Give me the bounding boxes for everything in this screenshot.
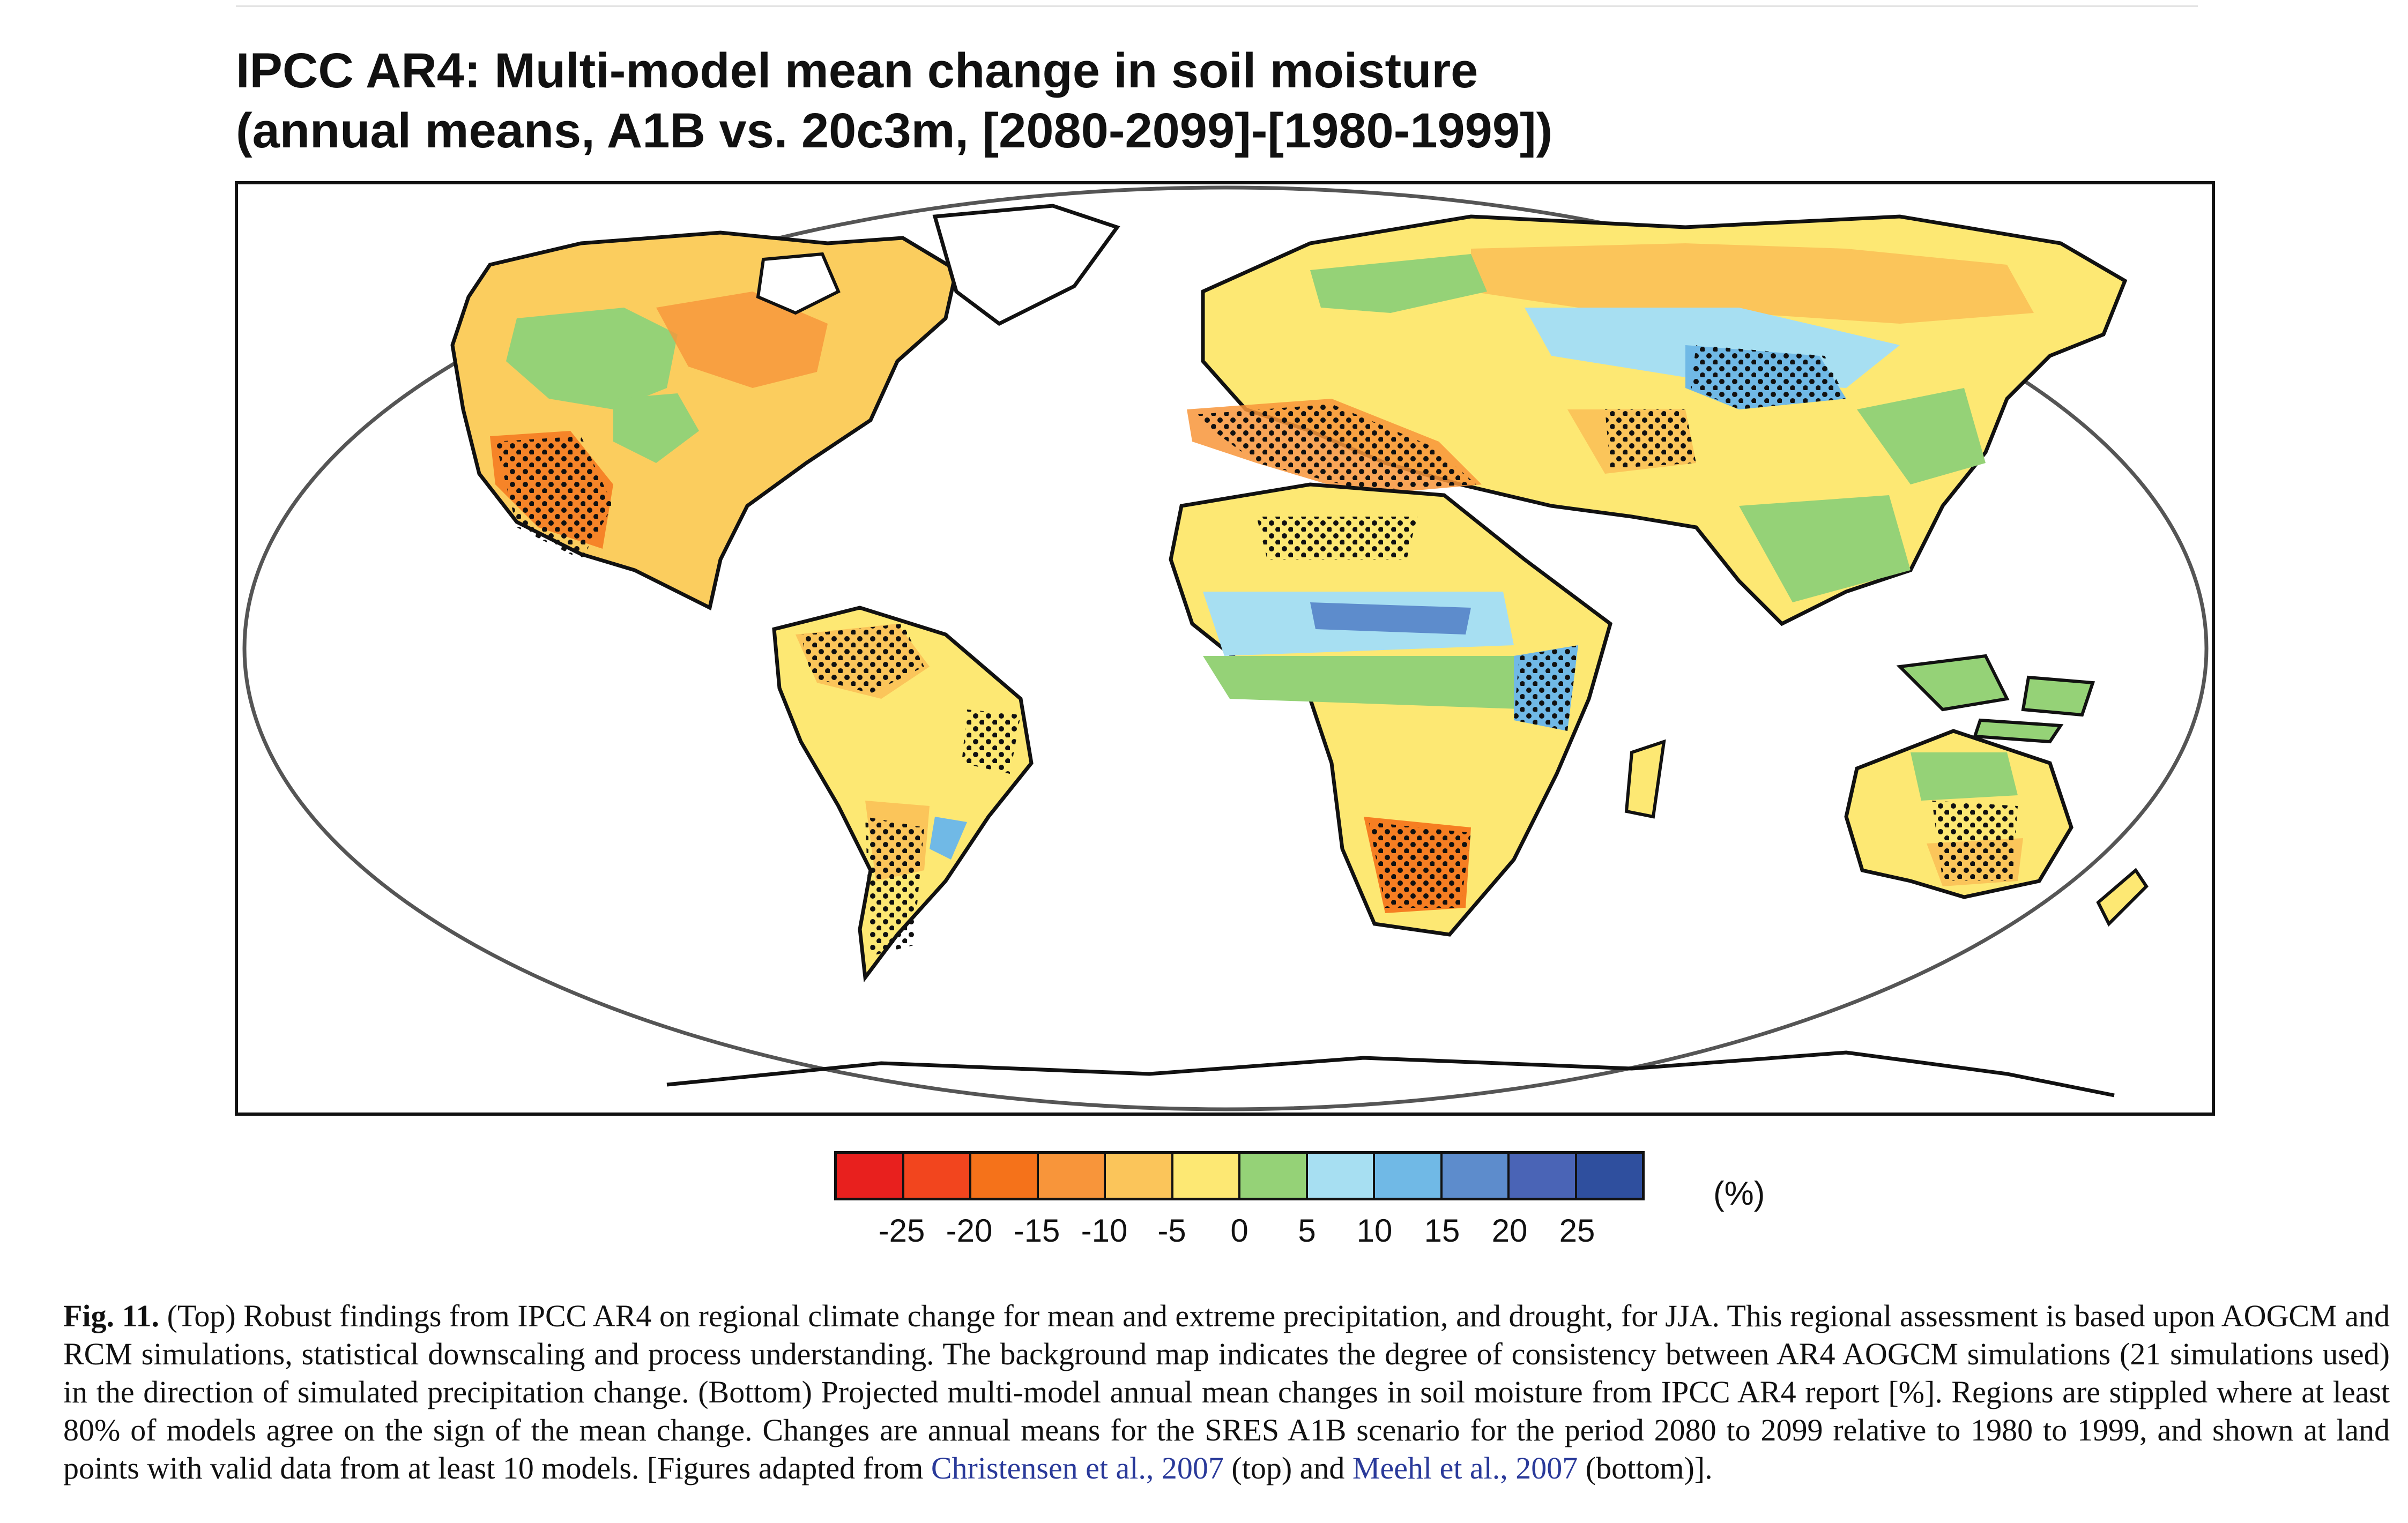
colorbar-swatch: [1173, 1154, 1240, 1198]
colorbar-tick-label: -10: [1081, 1213, 1128, 1249]
colorbar-tick-label: -5: [1157, 1213, 1186, 1249]
colorbar-unit: (%): [1713, 1175, 1765, 1212]
ref-link-christensen[interactable]: Christensen et al., 2007: [931, 1451, 1224, 1485]
colorbar-tick-label: -25: [878, 1213, 925, 1249]
colorbar-swatch: [1240, 1154, 1308, 1198]
north-america: [450, 230, 958, 611]
colorbar-tick-label: 5: [1298, 1213, 1316, 1249]
colorbar-tick-label: -15: [1013, 1213, 1060, 1249]
colorbar-tick-label: 15: [1424, 1213, 1460, 1249]
colorbar-tick-label: 25: [1559, 1213, 1595, 1249]
caption-text-end: (bottom)].: [1578, 1451, 1713, 1485]
caption-label: Fig. 11.: [63, 1298, 159, 1333]
colorbar-tick-label: 10: [1356, 1213, 1393, 1249]
figure-caption: Fig. 11. (Top) Robust findings from IPCC…: [63, 1297, 2390, 1487]
colorbar-tick-label: 0: [1230, 1213, 1248, 1249]
caption-text-mid: (top) and: [1223, 1451, 1352, 1485]
ref-link-meehl[interactable]: Meehl et al., 2007: [1352, 1451, 1578, 1485]
south-america: [772, 606, 1034, 983]
greenland: [932, 204, 1120, 326]
australia: [1844, 729, 2149, 927]
top-rule: [236, 5, 2198, 7]
colorbar: [834, 1151, 1645, 1200]
map-title-line-2: (annual means, A1B vs. 20c3m, [2080-2099…: [236, 103, 1553, 158]
colorbar-swatch: [971, 1154, 1039, 1198]
colorbar-swatch: [1510, 1154, 1577, 1198]
maritime-asia: [1896, 654, 2095, 744]
colorbar-swatch: [1442, 1154, 1510, 1198]
colorbar-swatch: [1106, 1154, 1173, 1198]
colorbar-ticks: -25 -20 -15 -10 -5 0 5 10 15 20 25: [0, 1212, 2408, 1255]
colorbar-swatch: [837, 1154, 904, 1198]
map-canvas: [242, 185, 2209, 1111]
colorbar-swatch: [1375, 1154, 1443, 1198]
soil-moisture-map: [235, 181, 2215, 1116]
colorbar-swatch: [1038, 1154, 1106, 1198]
colorbar-tick-label: -20: [946, 1213, 993, 1249]
colorbar-tick-label: 20: [1491, 1213, 1528, 1249]
africa: [1169, 482, 1666, 937]
colorbar-swatch: [1307, 1154, 1375, 1198]
eurasia: [1201, 214, 2128, 626]
globe-outline: [242, 185, 2209, 1111]
colorbar-swatch: [1577, 1154, 1642, 1198]
map-title-line-1: IPCC AR4: Multi-model mean change in soi…: [236, 43, 1478, 98]
colorbar-swatch: [904, 1154, 971, 1198]
antarctica-coastline: [666, 1050, 2115, 1098]
caption-text: (Top) Robust findings from IPCC AR4 on r…: [63, 1298, 2390, 1485]
